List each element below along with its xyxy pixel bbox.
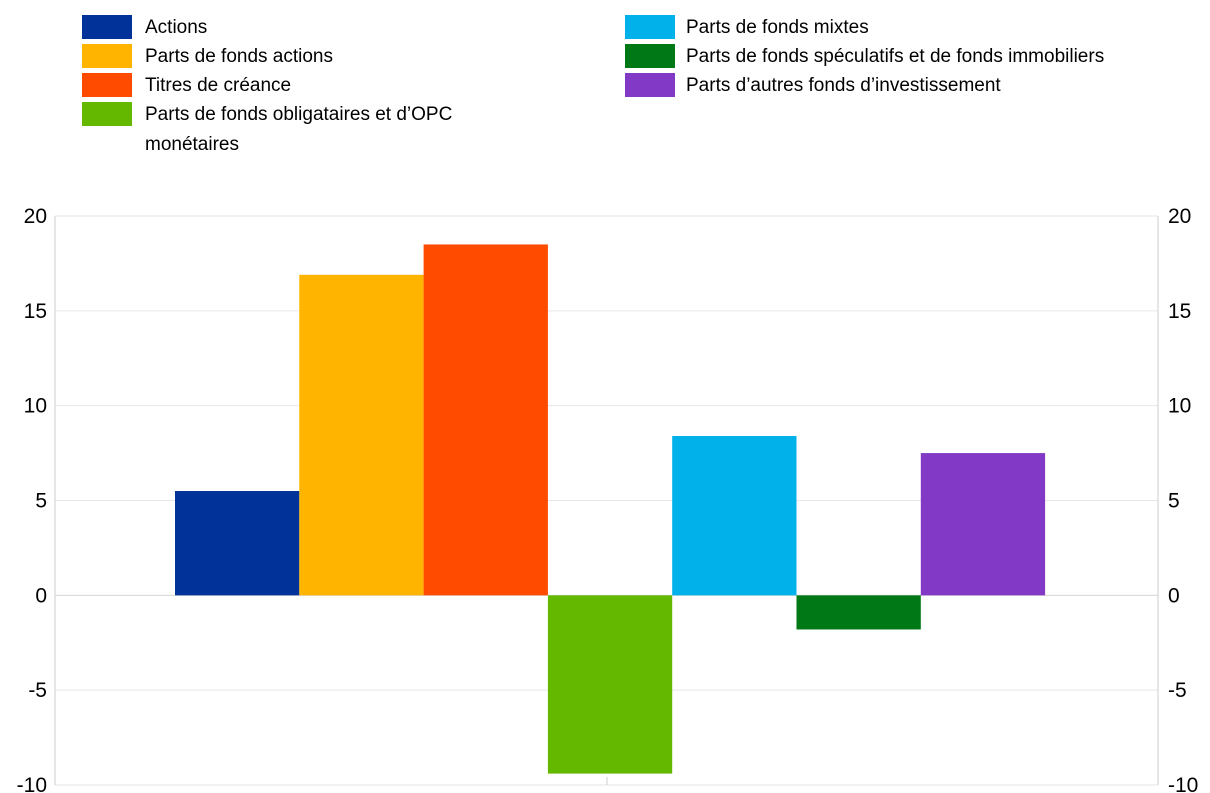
legend-swatch (625, 44, 675, 68)
right-tick-label: 0 (1168, 584, 1180, 607)
legend-swatch (82, 15, 132, 39)
right-tick-label: 10 (1168, 395, 1191, 418)
right-tick-label: 20 (1168, 205, 1191, 228)
right-tick-label: -10 (1168, 774, 1198, 793)
legend-swatch (625, 15, 675, 39)
left-tick-label: 10 (24, 395, 47, 418)
bar (547, 595, 673, 774)
bar (423, 244, 548, 596)
left-tick-label: -10 (17, 774, 47, 793)
legend-label: Actions (145, 17, 207, 38)
legend-label: Parts de fonds actions (145, 46, 333, 67)
legend-swatch (625, 73, 675, 97)
legend-label: monétaires (145, 134, 239, 155)
bar (299, 274, 424, 596)
legend-swatch (82, 44, 132, 68)
legend-label: Titres de créance (145, 75, 291, 96)
right-tick-label: 15 (1168, 300, 1191, 323)
legend-label: Parts d’autres fonds d’investissement (686, 75, 1001, 96)
right-y-axis-ticks: 20 15 10 5 0 -5 -10 (1168, 205, 1198, 793)
left-y-axis-ticks: 20 15 10 5 0 -5 -10 (17, 205, 47, 793)
legend-swatch (82, 73, 132, 97)
bar (796, 595, 921, 630)
bar (920, 453, 1046, 596)
left-tick-label: 20 (24, 205, 47, 228)
legend-swatch (82, 102, 132, 126)
bars (175, 244, 1046, 774)
left-tick-label: 0 (35, 584, 47, 607)
bar (672, 436, 797, 596)
left-tick-label: 5 (35, 490, 47, 513)
right-tick-label: -5 (1168, 679, 1187, 702)
legend: Actions Parts de fonds actions Titres de c… (82, 15, 1104, 155)
right-tick-label: 5 (1168, 490, 1180, 513)
legend-label: Parts de fonds mixtes (686, 17, 869, 38)
legend-label: Parts de fonds spéculatifs et de fonds i… (686, 46, 1104, 67)
left-tick-label: -5 (28, 679, 47, 702)
left-tick-label: 15 (24, 300, 47, 323)
bar (175, 491, 300, 596)
legend-label: Parts de fonds obligataires et d’OPC (145, 104, 452, 125)
